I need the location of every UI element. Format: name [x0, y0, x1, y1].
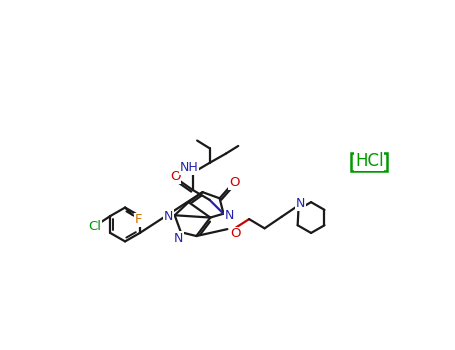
Text: O: O — [230, 227, 240, 240]
Text: N: N — [164, 210, 173, 223]
Text: N: N — [174, 232, 183, 245]
Text: NH: NH — [180, 161, 199, 174]
Text: N: N — [296, 197, 305, 210]
Text: N: N — [225, 209, 234, 222]
Text: F: F — [135, 214, 142, 226]
Text: O: O — [229, 176, 240, 189]
FancyBboxPatch shape — [351, 153, 387, 172]
Text: Cl: Cl — [88, 220, 101, 233]
Text: O: O — [170, 170, 181, 183]
Text: HCl: HCl — [355, 152, 384, 170]
Text: HCl: HCl — [355, 152, 384, 170]
